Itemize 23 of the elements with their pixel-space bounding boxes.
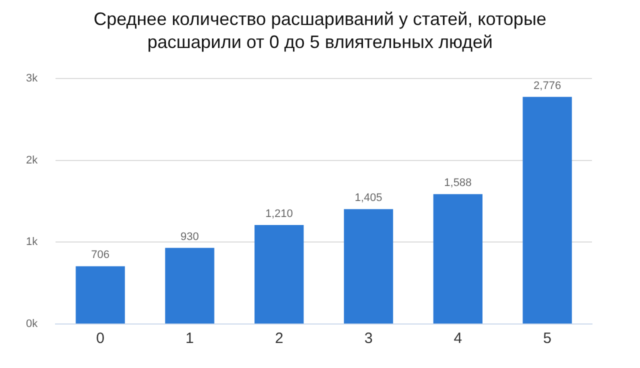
y-tick-label: 2k (26, 154, 38, 166)
bar (344, 209, 394, 324)
x-tick-label: 0 (96, 330, 104, 348)
bar (76, 266, 125, 324)
bar (165, 248, 214, 324)
bar (522, 96, 572, 324)
chart-title: Среднее количество расшариваний у статей, которые расшарили от 0 до 5 влиятельных людей (92, 8, 548, 54)
y-tick-label: 0k (26, 318, 38, 330)
data-label: 2,776 (534, 80, 562, 92)
data-label: 706 (91, 249, 110, 262)
x-tick-label: 5 (543, 330, 552, 348)
bar (433, 194, 482, 324)
x-tick-label: 1 (186, 330, 194, 348)
x-tick-label: 4 (454, 330, 462, 348)
bar (254, 225, 304, 324)
x-tick-label: 3 (364, 330, 373, 348)
data-label: 1,210 (265, 208, 293, 220)
data-label: 1,405 (354, 192, 382, 204)
x-tick-label: 2 (274, 330, 284, 348)
y-tick-label: 1k (26, 236, 38, 248)
data-label: 1,588 (444, 177, 472, 190)
y-tick-label: 3k (26, 72, 38, 85)
data-label: 930 (180, 230, 199, 243)
